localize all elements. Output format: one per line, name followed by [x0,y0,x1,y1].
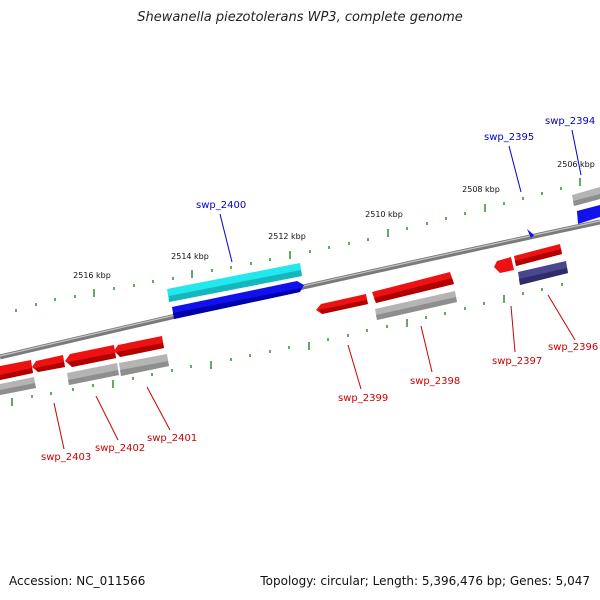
gray-feature-2402-shade [68,370,119,385]
rna-feature-cyan-shade [169,270,302,302]
locus-leaders [53,129,582,450]
locus-label-swp_2398[interactable]: swp_2398 [410,376,460,387]
locus-label-swp_2399[interactable]: swp_2399 [338,393,388,404]
leader-line-swp_2397 [510,305,516,353]
gene-swp_2402-shade [68,353,116,367]
gene-left-edge-shade [0,368,33,380]
gray-feature-left-shade [0,383,36,395]
leader-line-swp_2394 [571,129,582,176]
gray-feature-2401-shade [120,361,169,376]
leader-line-swp_2396 [547,294,576,341]
locus-label-swp_2395[interactable]: swp_2395 [484,132,534,143]
accession-text: Accession: NC_011566 [9,574,146,588]
map-title: Shewanella piezotolerans WP3, complete g… [137,10,463,25]
gene-swp_2395[interactable] [527,229,534,238]
topology-text: Topology: circular; Length: 5,396,476 bp… [260,574,590,588]
forward-strand-features [0,244,568,395]
leader-line-swp_2403 [53,402,65,450]
kbp-label: 2516 kbp [73,271,111,280]
gene-swp_2396-shade [515,249,562,266]
leader-line-swp_2395 [508,145,522,193]
navy-feature-shade [519,268,568,285]
locus-label-swp_2400[interactable]: swp_2400 [196,200,246,211]
kbp-labels: 2516 kbp 2514 kbp 2512 kbp 2510 kbp 2508 kbp… [73,160,595,280]
gene-swp_2399-shade [319,300,368,314]
upper-tick-row [15,178,581,312]
locus-label-swp_2397[interactable]: swp_2397 [492,356,542,367]
gene-swp_2401-shade [117,343,164,357]
gene-swp_2403-shade [35,362,65,372]
locus-label-swp_2403[interactable]: swp_2403 [41,452,91,463]
kbp-label: 2506 kbp [557,160,595,169]
locus-label-swp_2402[interactable]: swp_2402 [95,443,145,454]
gray-feature-top-shade [573,194,600,206]
gene-swp_2394[interactable] [577,205,600,224]
kbp-label: 2512 kbp [268,232,306,241]
locus-label-swp_2401[interactable]: swp_2401 [147,433,197,444]
gray-feature-2398-shade [376,297,457,320]
leader-line-swp_2401 [146,386,171,431]
locus-label-swp_2396[interactable]: swp_2396 [548,342,598,353]
leader-line-swp_2398 [420,325,433,373]
lower-tick-row [11,283,563,406]
reverse-strand-features [167,187,600,319]
gene-swp_2397[interactable] [494,257,514,273]
gene-swp_2400-shade [173,288,301,319]
leader-line-swp_2399 [347,344,362,390]
kbp-label: 2514 kbp [171,252,209,261]
kbp-label: 2508 kbp [462,185,500,194]
leader-line-swp_2402 [95,395,119,441]
leader-line-swp_2400 [219,213,233,263]
locus-labels: swp_2394 swp_2395 swp_2400 swp_2396 swp_2397… [41,116,598,463]
gene-swp_2398-shade [374,278,454,303]
kbp-label: 2510 kbp [365,210,403,219]
locus-label-swp_2394[interactable]: swp_2394 [545,116,595,127]
